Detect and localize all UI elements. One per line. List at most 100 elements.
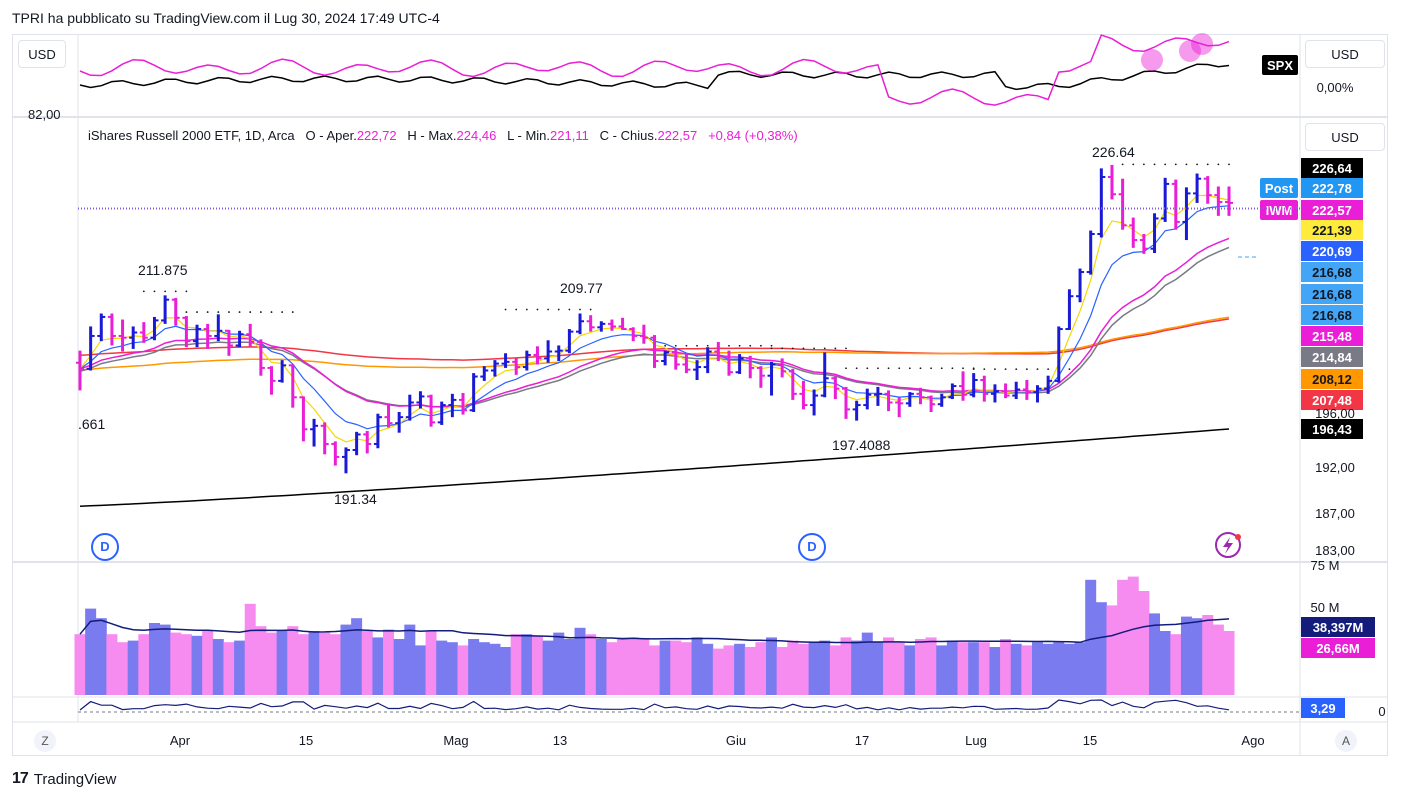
dot-marker <box>1164 163 1167 166</box>
oscillator-pane <box>78 699 1300 713</box>
dot-marker <box>674 344 677 347</box>
volume-bar <box>361 631 373 695</box>
ohlc-bar <box>76 350 84 391</box>
ohlc-bar <box>427 394 436 427</box>
volume-bar <box>1212 624 1224 695</box>
ohlc-bar <box>1182 187 1191 241</box>
ohlc-bar <box>224 329 233 356</box>
legend-high-label: H - Max. <box>407 128 457 143</box>
volume-bar <box>1063 643 1075 695</box>
ohlc-bar <box>937 393 946 407</box>
ohlc-bar <box>1086 230 1095 275</box>
volume-bar <box>723 645 735 695</box>
auto-scale-button[interactable]: A <box>1335 730 1357 752</box>
usd-top-right-button[interactable]: USD <box>1305 40 1385 68</box>
ohlc-bar <box>1022 380 1031 400</box>
dot-marker <box>259 311 262 313</box>
dot-marker <box>728 344 730 347</box>
price-tag: 216,68 <box>1312 265 1352 280</box>
axis-label-187: 187,00 <box>1315 506 1355 521</box>
price-tag-bg <box>1301 200 1363 220</box>
volume-bar <box>840 637 852 695</box>
volume-bar <box>74 634 86 695</box>
chart-frame <box>12 34 1388 756</box>
price-tag: 207,48 <box>1312 393 1352 408</box>
volume-bar <box>553 632 565 695</box>
volume-bar <box>425 631 437 695</box>
dot-marker <box>1228 163 1230 166</box>
ohlc-bar <box>299 396 308 442</box>
annotation-left-cut: .661 <box>78 416 105 432</box>
ohlc-bar <box>171 297 180 326</box>
volume-bar <box>510 634 522 695</box>
volume-bar <box>627 637 639 695</box>
volume-bar <box>319 632 331 695</box>
volume-bar <box>574 627 586 695</box>
volume-bar <box>670 640 682 695</box>
price-tag: 208,12 <box>1312 372 1352 387</box>
volume-bar <box>521 634 533 695</box>
dot-marker <box>185 311 188 313</box>
price-tag: 222,57 <box>1312 203 1352 218</box>
osc-axis-0: 0 <box>1378 704 1385 719</box>
dot-marker <box>1185 163 1188 166</box>
dot-marker <box>536 308 539 311</box>
ma-gray-line <box>79 246 1230 408</box>
spx-black-line <box>79 63 1230 91</box>
footer: 17 TradingView <box>12 770 116 788</box>
dot-marker <box>823 347 826 350</box>
usd-main-right-button[interactable]: USD <box>1305 123 1385 151</box>
volume-bar <box>383 629 395 695</box>
footer-brand: TradingView <box>33 770 117 788</box>
dot-marker <box>1132 163 1135 166</box>
volume-bar <box>861 632 873 695</box>
ohlc-bar <box>788 368 797 400</box>
ma-yellow-line <box>79 194 1230 443</box>
ohlc-bar <box>948 383 957 400</box>
time-label-13: 13 <box>553 733 567 748</box>
volume-bar <box>170 632 182 695</box>
volume-ma-line <box>79 618 1230 644</box>
volume-bar <box>234 640 246 695</box>
usd-left-button[interactable]: USD <box>18 40 66 68</box>
dot-marker <box>1004 368 1007 371</box>
ohlc-bar <box>193 324 202 348</box>
dividend-marker-2[interactable]: D <box>798 533 826 561</box>
price-tag-side: IWM <box>1266 203 1293 218</box>
dividend-marker-1[interactable]: D <box>91 533 119 561</box>
ohlc-bar <box>884 390 893 412</box>
volume-bar <box>797 643 809 695</box>
ohlc-bar <box>703 347 712 374</box>
dot-marker <box>164 290 167 293</box>
volume-bar <box>776 647 788 695</box>
price-tag-bg <box>1301 305 1363 325</box>
ohlc-bars <box>76 164 1233 474</box>
ohlc-bar <box>629 327 638 342</box>
volume-bar <box>191 635 203 695</box>
dot-marker <box>1068 368 1071 371</box>
dot-marker <box>813 347 815 350</box>
ohlc-bar <box>863 388 872 410</box>
volume-bar <box>649 645 660 695</box>
ohlc-bar <box>1129 217 1138 248</box>
dot-marker <box>770 347 773 350</box>
volume-bar <box>1085 579 1097 695</box>
dot-marker <box>696 344 698 347</box>
alert-lightning-icon[interactable] <box>1215 532 1241 558</box>
dot-marker <box>1025 368 1028 371</box>
spx-compare-pane <box>79 33 1230 106</box>
volume-bar <box>978 642 990 695</box>
dot-marker <box>568 308 571 311</box>
legend-open-label: O - Aper. <box>305 128 357 143</box>
volume-bar <box>638 639 650 695</box>
volume-bar <box>85 608 97 695</box>
ohlc-bar <box>1203 176 1212 204</box>
volume-bar <box>500 647 512 695</box>
dot-marker <box>759 344 762 347</box>
zoom-button[interactable]: Z <box>34 730 56 752</box>
dot-marker <box>749 344 752 347</box>
ohlc-bar <box>437 401 446 425</box>
dot-marker <box>196 311 198 313</box>
dot-marker <box>919 367 922 370</box>
spx-pink-line <box>79 34 1230 106</box>
